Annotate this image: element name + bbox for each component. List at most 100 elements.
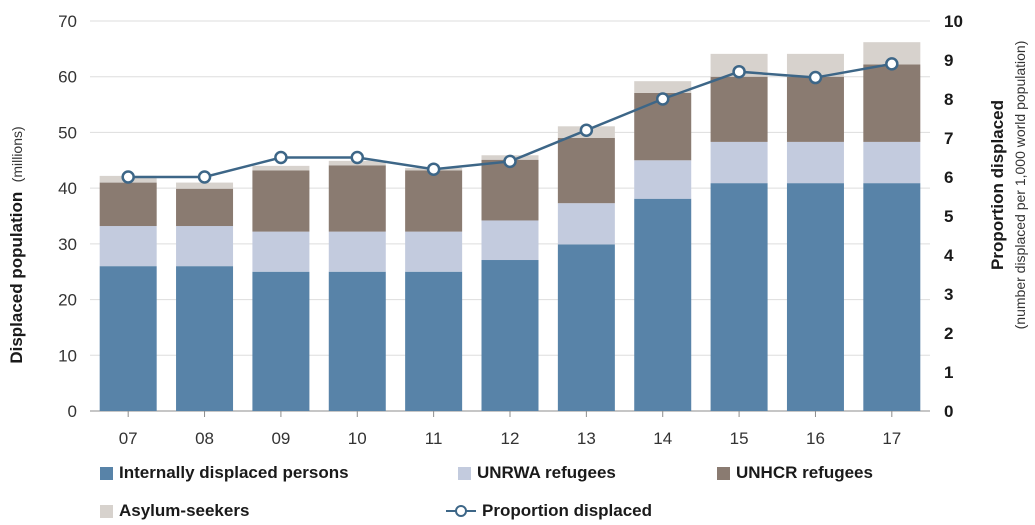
bar-segment-unhcr <box>863 64 921 142</box>
bar-segment-unrwa <box>328 231 386 272</box>
y2-tick-label: 9 <box>944 51 953 70</box>
bar-segment-unhcr <box>786 76 844 142</box>
bars <box>99 42 921 411</box>
idp-swatch <box>100 466 113 480</box>
y-tick-label: 10 <box>58 346 77 365</box>
y2-axis-sublabel: (number displaced per 1,000 world popula… <box>1012 41 1028 330</box>
x-tick-label: 16 <box>806 429 825 448</box>
bar-segment-unhcr <box>710 76 768 142</box>
legend-label-unrwa: UNRWA refugees <box>477 463 616 482</box>
bar-segment-idp <box>405 271 463 411</box>
unrwa-swatch <box>458 466 471 480</box>
bar-segment-unrwa <box>557 203 615 245</box>
bar-segment-idp <box>863 183 921 411</box>
bar-segment-unrwa <box>176 226 234 267</box>
bar-segment-unrwa <box>863 141 921 184</box>
y2-tick-label: 1 <box>944 363 953 382</box>
bar-segment-unhcr <box>328 165 386 232</box>
bar-segment-asylum <box>863 42 921 65</box>
legend-item-asylum: Asylum-seekers <box>100 501 249 521</box>
legend-label-unhcr: UNHCR refugees <box>736 463 873 482</box>
proportion-point <box>426 162 441 176</box>
x-tick-label: 15 <box>730 429 749 448</box>
y2-tick-label: 8 <box>944 90 953 109</box>
x-tick-label: 11 <box>425 429 443 448</box>
x-tick-label: 14 <box>653 429 672 448</box>
y-axis-label: Displaced population (millions) <box>7 126 26 363</box>
legend-label-proportion: Proportion displaced <box>482 501 653 520</box>
x-tick-label: 09 <box>271 429 290 448</box>
legend-item-proportion: Proportion displaced <box>446 501 652 521</box>
x-tick-label: 10 <box>348 429 367 448</box>
bar-segment-idp <box>786 183 844 411</box>
x-tick-label: 12 <box>501 429 520 448</box>
y2-axis-label: Proportion displaced <box>988 100 1007 270</box>
y-tick-label: 30 <box>58 235 77 254</box>
bar-segment-unrwa <box>99 226 157 267</box>
bar-segment-unrwa <box>252 231 310 272</box>
asylum-swatch <box>100 504 113 518</box>
legend-item-idp: Internally displaced persons <box>100 463 349 483</box>
y-tick-label: 0 <box>68 402 77 421</box>
line-marker-icon <box>446 505 476 517</box>
y2-tick-label: 4 <box>944 246 954 265</box>
bar-segment-unrwa <box>481 220 539 261</box>
bar-segment-idp <box>710 183 768 411</box>
y-tick-label: 20 <box>58 291 77 310</box>
bar-segment-idp <box>176 266 234 411</box>
bar-segment-asylum <box>634 81 692 93</box>
bar-segment-idp <box>634 198 692 411</box>
bar-segment-idp <box>328 271 386 411</box>
proportion-point <box>885 57 899 71</box>
y-tick-label: 60 <box>58 68 77 87</box>
bar-segment-idp <box>481 260 539 411</box>
proportion-point <box>350 150 365 165</box>
bar-segment-unhcr <box>481 159 539 221</box>
y2-tick-label: 7 <box>944 129 953 148</box>
x-tick-label: 13 <box>577 429 596 448</box>
proportion-point <box>808 70 823 85</box>
proportion-point <box>503 154 517 169</box>
x-tick-label: 17 <box>882 429 901 448</box>
y2-tick-label: 3 <box>944 285 953 304</box>
proportion-point <box>197 170 212 184</box>
legend-label-asylum: Asylum-seekers <box>119 501 250 520</box>
bar-segment-unrwa <box>634 160 692 199</box>
y-tick-label: 50 <box>58 123 77 142</box>
unhcr-swatch <box>717 466 730 480</box>
bar-segment-unhcr <box>405 170 463 232</box>
proportion-point <box>274 150 288 165</box>
y2-tick-label: 6 <box>944 168 953 187</box>
proportion-point <box>121 170 135 184</box>
x-tick-label: 07 <box>119 429 138 448</box>
y-tick-label: 40 <box>58 179 77 198</box>
legend-item-unhcr: UNHCR refugees <box>717 463 873 483</box>
bar-segment-idp <box>252 271 310 411</box>
bar-segment-unrwa <box>786 141 844 184</box>
bar-segment-asylum <box>252 165 310 171</box>
proportion-point <box>655 92 670 106</box>
proportion-line <box>121 57 899 184</box>
y2-tick-label: 10 <box>944 12 963 31</box>
y-tick-label: 70 <box>58 12 77 31</box>
bar-segment-unrwa <box>710 141 768 184</box>
y2-tick-label: 2 <box>944 324 953 343</box>
bar-segment-idp <box>557 244 615 411</box>
bar-segment-unhcr <box>252 170 310 232</box>
legend-item-unrwa: UNRWA refugees <box>458 463 616 483</box>
bar-segment-asylum <box>786 53 844 77</box>
bar-segment-unrwa <box>405 231 463 272</box>
bar-segment-asylum <box>176 182 234 189</box>
bar-segment-unhcr <box>176 188 234 227</box>
bar-segment-unhcr <box>557 138 615 204</box>
bar-segment-unhcr <box>99 182 157 227</box>
bar-segment-idp <box>99 266 157 411</box>
proportion-point <box>579 123 594 137</box>
legend-label-idp: Internally displaced persons <box>119 463 349 482</box>
proportion-point <box>732 64 746 79</box>
y2-tick-label: 0 <box>944 402 953 421</box>
x-tick-label: 08 <box>195 429 214 448</box>
y2-tick-label: 5 <box>944 207 953 226</box>
